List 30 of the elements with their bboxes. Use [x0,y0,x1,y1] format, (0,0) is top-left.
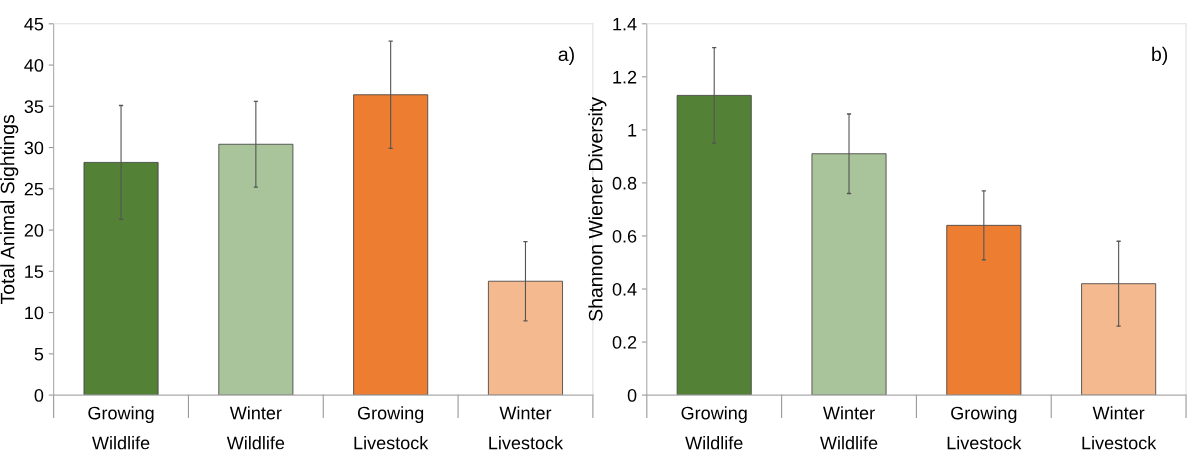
x-tick-label: Winter Livestock [489,406,564,450]
y-tick-label: 10 [25,306,44,320]
y-tick-label: 20 [24,224,44,237]
x-tick-label: Growing Livestock [947,406,1022,450]
annotation: a) [558,46,574,65]
annotation: b) [1152,46,1168,65]
x-tick-label: Winter Wildlife [820,406,878,450]
y-tick-label: 0 [34,389,44,402]
y-tick-label: 0.4 [612,282,637,296]
y-tick-label: 0.2 [612,335,637,349]
y-tick-label: 35 [24,100,44,114]
x-tick-label: Growing Livestock [354,406,429,450]
y-tick-label: 1.4 [613,17,637,31]
y-tick-label: 15 [25,265,44,279]
y-axis-title: Shannon Wiener Diversity [588,97,607,321]
y-axis-title: Total Animal Sightings [0,115,19,305]
x-tick-label: Winter Wildlife [226,406,285,450]
y-tick-label: 25 [24,182,44,196]
y-tick-label: 40 [24,58,44,72]
x-tick-label: Growing Wildlife [681,406,747,450]
y-tick-label: 0 [627,389,637,402]
y-tick-label: 5 [34,347,44,361]
x-tick-label: Growing Wildlife [88,406,154,450]
y-tick-label: 30 [24,141,44,155]
x-tick-label: Winter Livestock [1082,406,1157,450]
y-tick-label: 1 [628,124,637,137]
y-tick-label: 0.8 [612,176,637,190]
y-tick-label: 45 [24,17,44,31]
y-tick-label: 0.6 [612,229,637,243]
y-tick-label: 1.2 [613,70,637,84]
